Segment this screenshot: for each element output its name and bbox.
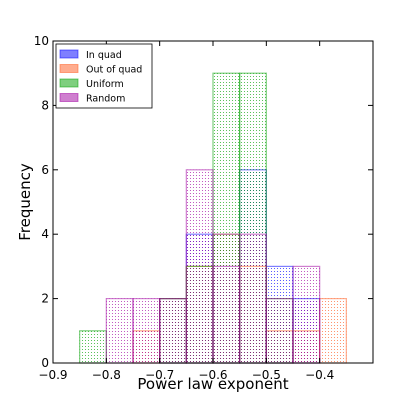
ticks-layer: −0.9 −0.8 −0.7 −0.6 −0.5 −0.4 0 2 4 6 8 10 xyxy=(34,34,373,382)
x-tick-label: −0.7 xyxy=(145,368,174,382)
bar-out-of-quad xyxy=(319,298,347,364)
bar-random xyxy=(105,298,134,364)
legend-swatch-in-quad xyxy=(59,49,79,59)
legend-label-random: Random xyxy=(86,94,125,105)
x-tick-label: −0.9 xyxy=(38,368,67,382)
x-axis-title: Power law exponent xyxy=(137,375,288,393)
bar-random xyxy=(239,233,267,364)
x-tick-label: −0.4 xyxy=(305,368,334,382)
x-tick-label: −0.5 xyxy=(252,368,281,382)
y-tick-label: 6 xyxy=(41,163,49,177)
y-tick-label: 2 xyxy=(41,292,49,306)
bar-uniform xyxy=(79,330,107,364)
y-tick-label: 0 xyxy=(41,356,49,370)
bar-random xyxy=(132,298,161,364)
legend-label-in-quad: In quad xyxy=(86,50,122,61)
y-tick-label: 8 xyxy=(41,98,49,112)
legend-label-uniform: Uniform xyxy=(86,79,124,90)
x-tick-label: −0.8 xyxy=(92,368,121,382)
legend-swatch-out-of-quad xyxy=(59,64,79,73)
bars-layer xyxy=(79,72,347,364)
bar-random xyxy=(212,265,241,364)
bar-random xyxy=(265,298,294,364)
y-tick-label: 10 xyxy=(34,34,49,48)
bar-random xyxy=(292,265,321,364)
y-axis-title: Frequency xyxy=(16,163,34,241)
y-tick-label: 4 xyxy=(41,227,49,241)
legend-swatch-uniform xyxy=(59,78,79,88)
legend-label-out-of-quad: Out of quad xyxy=(86,65,142,76)
legend: In quad Out of quad Uniform Random xyxy=(55,43,153,109)
x-tick-label: −0.6 xyxy=(198,368,227,382)
legend-swatch-random xyxy=(59,93,79,102)
bar-random xyxy=(159,298,187,364)
bar-random xyxy=(185,169,214,364)
plot-frame xyxy=(52,40,374,364)
